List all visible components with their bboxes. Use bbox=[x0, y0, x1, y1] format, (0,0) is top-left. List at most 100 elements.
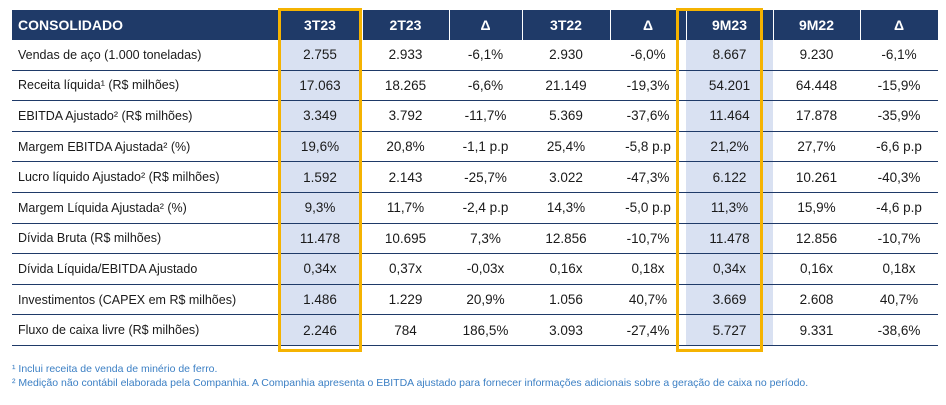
table-cell: 11.478 bbox=[686, 223, 773, 255]
column-header: Δ bbox=[610, 10, 687, 40]
table-cell: 0,34x bbox=[686, 253, 773, 285]
table-cell: -5,8 p.p bbox=[610, 131, 686, 163]
table-row: Fluxo de caixa livre (R$ milhões) 2.246 78… bbox=[12, 314, 938, 346]
table-cell: 9.230 bbox=[773, 40, 860, 71]
row-label: Vendas de aço (1.000 toneladas) bbox=[12, 40, 278, 71]
table-cell: 10.695 bbox=[362, 223, 449, 255]
footnote-1: ¹ Inclui receita de venda de minério de … bbox=[12, 363, 218, 375]
table-cell: -38,6% bbox=[860, 314, 938, 346]
table-cell: -4,6 p.p bbox=[860, 192, 938, 224]
table-cell: -1,1 p.p bbox=[449, 131, 522, 163]
footnotes: ¹ Inclui receita de venda de minério de … bbox=[12, 362, 938, 390]
table-cell: -2,4 p.p bbox=[449, 192, 522, 224]
table-cell: -47,3% bbox=[610, 161, 686, 193]
table-cell: -6,6 p.p bbox=[860, 131, 938, 163]
table-cell: 11,7% bbox=[362, 192, 449, 224]
table-cell: 11.478 bbox=[278, 223, 362, 255]
table-header-row: CONSOLIDADO 3T23 2T23 Δ 3T22 Δ 9M23 9M22 Δ bbox=[12, 10, 939, 40]
table-cell: 3.792 bbox=[362, 100, 449, 132]
table-cell: 20,8% bbox=[362, 131, 449, 163]
table-row: Investimentos (CAPEX em R$ milhões) 1.486… bbox=[12, 284, 938, 316]
header-consolidado: CONSOLIDADO bbox=[12, 10, 279, 40]
table-cell: 12.856 bbox=[522, 223, 610, 255]
table-row: Margem Líquida Ajustada² (%) 9,3% 11,7% -2,… bbox=[12, 192, 938, 224]
table-cell: 10.261 bbox=[773, 161, 860, 193]
table-cell: 2.930 bbox=[522, 40, 610, 71]
table-cell: 9.331 bbox=[773, 314, 860, 346]
table-body: Vendas de aço (1.000 toneladas) 2.755 2.93… bbox=[12, 40, 938, 346]
column-header: 3T22 bbox=[522, 10, 611, 40]
row-label: Receita líquida¹ (R$ milhões) bbox=[12, 70, 278, 102]
table-cell: 11,3% bbox=[686, 192, 773, 224]
row-label: Investimentos (CAPEX em R$ milhões) bbox=[12, 284, 278, 316]
table-cell: 1.229 bbox=[362, 284, 449, 316]
table-cell: 21,2% bbox=[686, 131, 773, 163]
table-cell: -0,03x bbox=[449, 253, 522, 285]
table-cell: -10,7% bbox=[860, 223, 938, 255]
table-cell: 186,5% bbox=[449, 314, 522, 346]
table-cell: -6,0% bbox=[610, 40, 686, 71]
table-row: Receita líquida¹ (R$ milhões) 17.063 18.26… bbox=[12, 70, 938, 102]
table-cell: 0,34x bbox=[278, 253, 362, 285]
table-cell: -10,7% bbox=[610, 223, 686, 255]
table-cell: 11.464 bbox=[686, 100, 773, 132]
table-cell: -25,7% bbox=[449, 161, 522, 193]
footnote-2: ² Medição não contábil elaborada pela Co… bbox=[12, 377, 809, 389]
table-cell: 1.056 bbox=[522, 284, 610, 316]
table-cell: 2.143 bbox=[362, 161, 449, 193]
table-cell: 54.201 bbox=[686, 70, 773, 102]
table-cell: 14,3% bbox=[522, 192, 610, 224]
table-cell: 2.246 bbox=[278, 314, 362, 346]
table-row: EBITDA Ajustado² (R$ milhões) 3.349 3.792-… bbox=[12, 100, 938, 132]
table-cell: 0,37x bbox=[362, 253, 449, 285]
table-cell: 3.022 bbox=[522, 161, 610, 193]
table-row: Dívida Líquida/EBITDA Ajustado 0,34x 0,37x… bbox=[12, 253, 938, 285]
row-label: Lucro líquido Ajustado² (R$ milhões) bbox=[12, 161, 278, 193]
table-cell: 2.755 bbox=[278, 40, 362, 71]
column-header: 9M22 bbox=[773, 10, 861, 40]
table-cell: 6.122 bbox=[686, 161, 773, 193]
table-cell: 18.265 bbox=[362, 70, 449, 102]
table-cell: 3.669 bbox=[686, 284, 773, 316]
table-cell: 64.448 bbox=[773, 70, 860, 102]
table-cell: 12.856 bbox=[773, 223, 860, 255]
column-header: 9M23 bbox=[686, 10, 774, 40]
table-cell: -5,0 p.p bbox=[610, 192, 686, 224]
row-label: Margem Líquida Ajustada² (%) bbox=[12, 192, 278, 224]
table-cell: 3.093 bbox=[522, 314, 610, 346]
table-cell: 19,6% bbox=[278, 131, 362, 163]
table-cell: -27,4% bbox=[610, 314, 686, 346]
table-row: Vendas de aço (1.000 toneladas) 2.755 2.93… bbox=[12, 40, 938, 71]
table-cell: 784 bbox=[362, 314, 449, 346]
table-cell: 15,9% bbox=[773, 192, 860, 224]
table-cell: -6,6% bbox=[449, 70, 522, 102]
table-cell: 3.349 bbox=[278, 100, 362, 132]
table-cell: 20,9% bbox=[449, 284, 522, 316]
table-cell: 0,18x bbox=[610, 253, 686, 285]
table-cell: -15,9% bbox=[860, 70, 938, 102]
table-cell: 40,7% bbox=[860, 284, 938, 316]
row-label: EBITDA Ajustado² (R$ milhões) bbox=[12, 100, 278, 132]
table-cell: 0,16x bbox=[773, 253, 860, 285]
table-cell: 27,7% bbox=[773, 131, 860, 163]
table-cell: 5.727 bbox=[686, 314, 773, 346]
table-cell: -6,1% bbox=[860, 40, 938, 71]
table-cell: 7,3% bbox=[449, 223, 522, 255]
row-label: Fluxo de caixa livre (R$ milhões) bbox=[12, 314, 278, 346]
column-header: Δ bbox=[449, 10, 523, 40]
table-cell: 0,16x bbox=[522, 253, 610, 285]
table-cell: -40,3% bbox=[860, 161, 938, 193]
table-cell: 25,4% bbox=[522, 131, 610, 163]
table-cell: -19,3% bbox=[610, 70, 686, 102]
table-cell: -35,9% bbox=[860, 100, 938, 132]
table-cell: 5.369 bbox=[522, 100, 610, 132]
row-label: Dívida Líquida/EBITDA Ajustado bbox=[12, 253, 278, 285]
table-cell: -6,1% bbox=[449, 40, 522, 71]
table-cell: 17.878 bbox=[773, 100, 860, 132]
table-row: Margem EBITDA Ajustada² (%) 19,6% 20,8% -1,… bbox=[12, 131, 938, 163]
table-cell: -11,7% bbox=[449, 100, 522, 132]
row-label: Dívida Bruta (R$ milhões) bbox=[12, 223, 278, 255]
table-row: Lucro líquido Ajustado² (R$ milhões) 1.59… bbox=[12, 161, 938, 193]
column-header: 3T23 bbox=[278, 10, 363, 40]
table-cell: 40,7% bbox=[610, 284, 686, 316]
